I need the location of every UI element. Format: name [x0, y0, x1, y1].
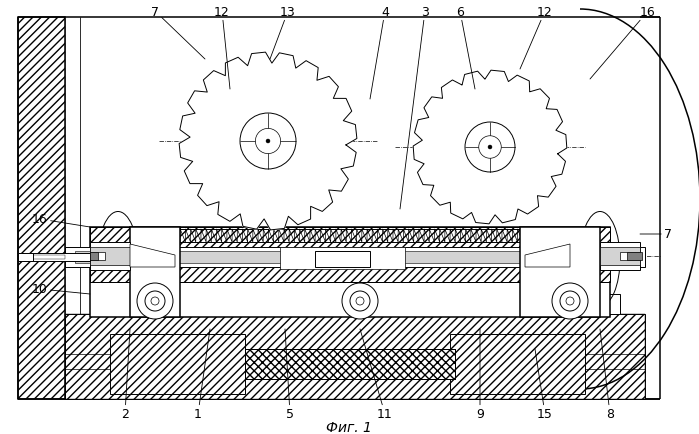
Bar: [620, 253, 640, 260]
Circle shape: [552, 283, 588, 319]
Text: 11: 11: [360, 329, 393, 421]
Circle shape: [350, 291, 370, 311]
Bar: [65, 247, 645, 267]
Bar: [600, 243, 640, 270]
Text: 1: 1: [194, 329, 210, 421]
Text: 15: 15: [535, 349, 553, 421]
Circle shape: [255, 129, 280, 154]
Circle shape: [560, 291, 580, 311]
Circle shape: [356, 297, 364, 305]
Circle shape: [151, 297, 159, 305]
Bar: [65, 314, 645, 399]
Bar: [90, 253, 98, 260]
Bar: [130, 227, 180, 317]
Circle shape: [145, 291, 165, 311]
Bar: [90, 294, 620, 314]
Bar: [600, 247, 640, 265]
Circle shape: [566, 297, 574, 305]
Bar: [627, 253, 642, 260]
Text: 16: 16: [32, 213, 90, 227]
Text: 10: 10: [32, 283, 90, 296]
Text: 13: 13: [270, 6, 296, 60]
Bar: [90, 227, 610, 283]
Circle shape: [342, 283, 378, 319]
Circle shape: [240, 114, 296, 170]
Circle shape: [488, 146, 492, 150]
Bar: [110, 334, 245, 394]
Bar: [315, 251, 370, 267]
Bar: [90, 253, 105, 260]
Text: 12: 12: [214, 6, 230, 90]
Bar: [245, 349, 455, 379]
Text: 4: 4: [370, 6, 389, 100]
Bar: [245, 349, 455, 379]
Bar: [90, 227, 610, 317]
Bar: [75, 251, 630, 263]
Text: 3: 3: [400, 6, 429, 210]
Polygon shape: [413, 71, 567, 224]
Bar: [18, 253, 33, 261]
Text: 7: 7: [151, 6, 205, 60]
Bar: [450, 334, 585, 394]
Text: 5: 5: [285, 329, 294, 421]
Bar: [18, 256, 65, 260]
Text: 6: 6: [456, 6, 475, 90]
Polygon shape: [130, 244, 175, 267]
Text: Фиг. 1: Фиг. 1: [326, 420, 372, 434]
Bar: [520, 227, 600, 317]
Circle shape: [137, 283, 173, 319]
Bar: [90, 227, 610, 283]
Bar: [280, 247, 405, 270]
Polygon shape: [525, 244, 570, 267]
Text: 7: 7: [640, 228, 672, 241]
Circle shape: [190, 64, 346, 220]
Text: 8: 8: [600, 329, 614, 421]
Bar: [90, 247, 130, 265]
Bar: [18, 18, 65, 399]
Circle shape: [479, 136, 501, 159]
Polygon shape: [179, 53, 357, 230]
Bar: [90, 243, 130, 270]
Text: 12: 12: [520, 6, 553, 70]
Circle shape: [266, 140, 270, 144]
Bar: [18, 253, 90, 261]
Text: 2: 2: [121, 329, 130, 421]
Text: 9: 9: [476, 329, 484, 421]
Text: 16: 16: [590, 6, 656, 80]
Bar: [65, 314, 645, 399]
Circle shape: [465, 123, 515, 173]
